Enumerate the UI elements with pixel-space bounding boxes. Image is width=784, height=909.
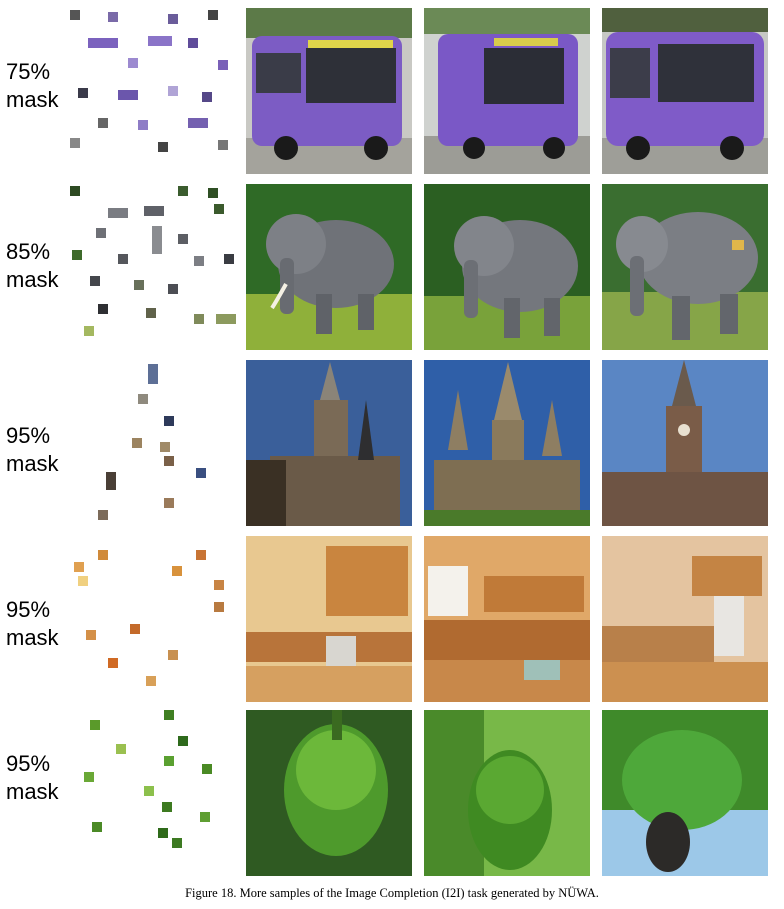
mask-percent: 95% <box>6 597 51 622</box>
mask-word: mask <box>6 779 59 804</box>
masked-input-bananas <box>68 710 236 878</box>
sample-elephant-2 <box>424 184 590 350</box>
masked-input-bus <box>68 8 236 176</box>
mask-word: mask <box>6 625 59 650</box>
row-bus: 75% mask <box>0 8 784 178</box>
sample-kitchen-3 <box>602 536 768 702</box>
mask-word: mask <box>6 267 59 292</box>
mask-percent: 95% <box>6 423 51 448</box>
mask-label: 95% mask <box>6 750 70 806</box>
sample-bus-2 <box>424 8 590 174</box>
row-church: 95% mask <box>0 360 784 530</box>
sample-church-1 <box>246 360 412 526</box>
masked-input-elephant <box>68 184 236 352</box>
sample-elephant-1 <box>246 184 412 350</box>
sample-bus-3 <box>602 8 768 174</box>
mask-percent: 95% <box>6 751 51 776</box>
sample-church-2 <box>424 360 590 526</box>
sample-church-3 <box>602 360 768 526</box>
mask-label: 85% mask <box>6 238 70 294</box>
mask-label: 95% mask <box>6 422 70 478</box>
sample-kitchen-1 <box>246 536 412 702</box>
sample-bananas-2 <box>424 710 590 876</box>
figure-caption: Figure 18. More samples of the Image Com… <box>185 886 599 900</box>
masked-input-church <box>68 360 236 528</box>
mask-percent: 75% <box>6 59 51 84</box>
sample-kitchen-2 <box>424 536 590 702</box>
sample-bananas-1 <box>246 710 412 876</box>
row-elephant: 85% mask <box>0 184 784 354</box>
row-kitchen: 95% mask <box>0 536 784 706</box>
mask-percent: 85% <box>6 239 51 264</box>
masked-input-kitchen <box>68 536 236 704</box>
mask-label: 95% mask <box>6 596 70 652</box>
sample-elephant-3 <box>602 184 768 350</box>
mask-word: mask <box>6 87 59 112</box>
mask-label: 75% mask <box>6 58 70 114</box>
mask-word: mask <box>6 451 59 476</box>
sample-bus-1 <box>246 8 412 174</box>
row-bananas: 95% mask <box>0 710 784 880</box>
sample-bananas-3 <box>602 710 768 876</box>
